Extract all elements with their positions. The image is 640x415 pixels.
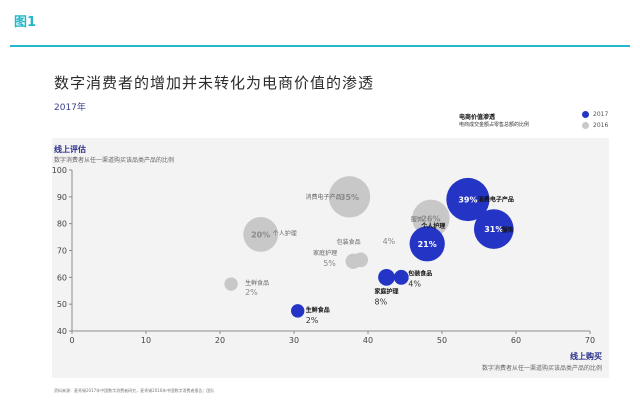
x-tick-label: 0 (69, 336, 74, 345)
y-tick-label: 70 (57, 247, 67, 256)
x-tick-label: 60 (511, 336, 521, 345)
x-tick-label: 50 (437, 336, 447, 345)
bubble-category-label: 家庭护理 (375, 287, 399, 295)
bubble-value-label: 26% (421, 214, 440, 223)
bubble-value-label: 39% (458, 196, 477, 205)
bubble-2016 (345, 253, 361, 269)
annotation-subtitle: 电商成交金额占零售总额的比例 (459, 122, 530, 128)
x-tick-label: 40 (363, 336, 373, 345)
bubble-value-label: 20% (251, 230, 270, 239)
annotation-title: 电商价值渗透 (459, 114, 496, 121)
x-axis-title: 线上购买 (570, 352, 602, 361)
y-tick-label: 100 (52, 166, 67, 175)
plot-area (52, 138, 609, 378)
legend-swatch-2016 (582, 122, 589, 129)
header-rule (10, 45, 630, 47)
bubble-value-label: 4% (383, 237, 396, 246)
bubble-category-label: 服饰 (411, 215, 423, 223)
y-axis-title: 线上评估 (54, 145, 86, 154)
y-tick-label: 40 (57, 327, 67, 336)
x-tick-label: 70 (585, 336, 595, 345)
bubble-2017 (473, 209, 514, 249)
y-tick-label: 80 (57, 220, 67, 229)
x-axis-subtitle: 数字消费者从任一渠道购买该品类产品的比例 (481, 365, 602, 372)
bubble-value-label: 8% (375, 297, 388, 306)
bubble-2016 (243, 217, 279, 252)
bubble-category-label: 生鲜食品 (245, 279, 269, 287)
y-tick-label: 90 (57, 193, 67, 202)
bubble-value-label: 5% (323, 259, 336, 268)
bubble-value-label: 31% (484, 225, 503, 234)
y-tick-label: 60 (57, 273, 67, 282)
bubble-value-label: 21% (418, 240, 437, 249)
bubble-category-label: 服饰 (502, 226, 514, 234)
bubble-category-label: 包装食品 (337, 238, 361, 246)
bubble-category-label: 个人护理 (420, 222, 445, 230)
legend-item-2016: 2016 (582, 122, 608, 129)
bubble-2016 (224, 277, 238, 291)
bubble-2017 (409, 226, 445, 262)
legend-item-2017: 2017 (582, 111, 608, 118)
bubble-2017 (393, 269, 409, 285)
x-tick-label: 20 (215, 336, 225, 345)
bubble-category-label: 包装食品 (408, 269, 432, 277)
bubble-value-label: 2% (245, 288, 258, 297)
bubble-value-label: 4% (408, 279, 421, 288)
bubble-category-label: 生鲜食品 (306, 306, 330, 314)
legend-label-2016: 2016 (593, 122, 609, 129)
bubble-category-label: 消费电子产品 (478, 196, 514, 204)
legend-label-2017: 2017 (593, 111, 609, 118)
source-note: 资料来源：麦肯锡2017年中国数字消费者研究，麦肯锡2016年中国数字消费者报告… (54, 388, 215, 393)
bubble-category-label: 家庭护理 (313, 249, 337, 257)
y-tick-label: 50 (57, 300, 67, 309)
bubble-value-label: 35% (340, 193, 359, 202)
bubble-value-label: 2% (306, 316, 319, 325)
y-axis-subtitle: 数字消费者从任一渠道购买该品类产品的比例 (54, 157, 175, 164)
chart-subtitle: 2017年 (54, 103, 86, 113)
figure-label: 图1 (14, 15, 37, 30)
bubble-category-label: 消费电子产品 (305, 193, 341, 201)
x-tick-label: 30 (289, 336, 299, 345)
x-tick-label: 10 (141, 336, 151, 345)
bubble-category-label: 个人护理 (273, 229, 297, 237)
chart-title: 数字消费者的增加并未转化为电商价值的渗透 (54, 74, 375, 92)
bubble-2017 (291, 304, 305, 318)
bubble-2017 (446, 177, 490, 222)
legend-swatch-2017 (582, 111, 589, 118)
bubble-2017 (378, 268, 395, 286)
bubble-2016 (328, 176, 371, 218)
